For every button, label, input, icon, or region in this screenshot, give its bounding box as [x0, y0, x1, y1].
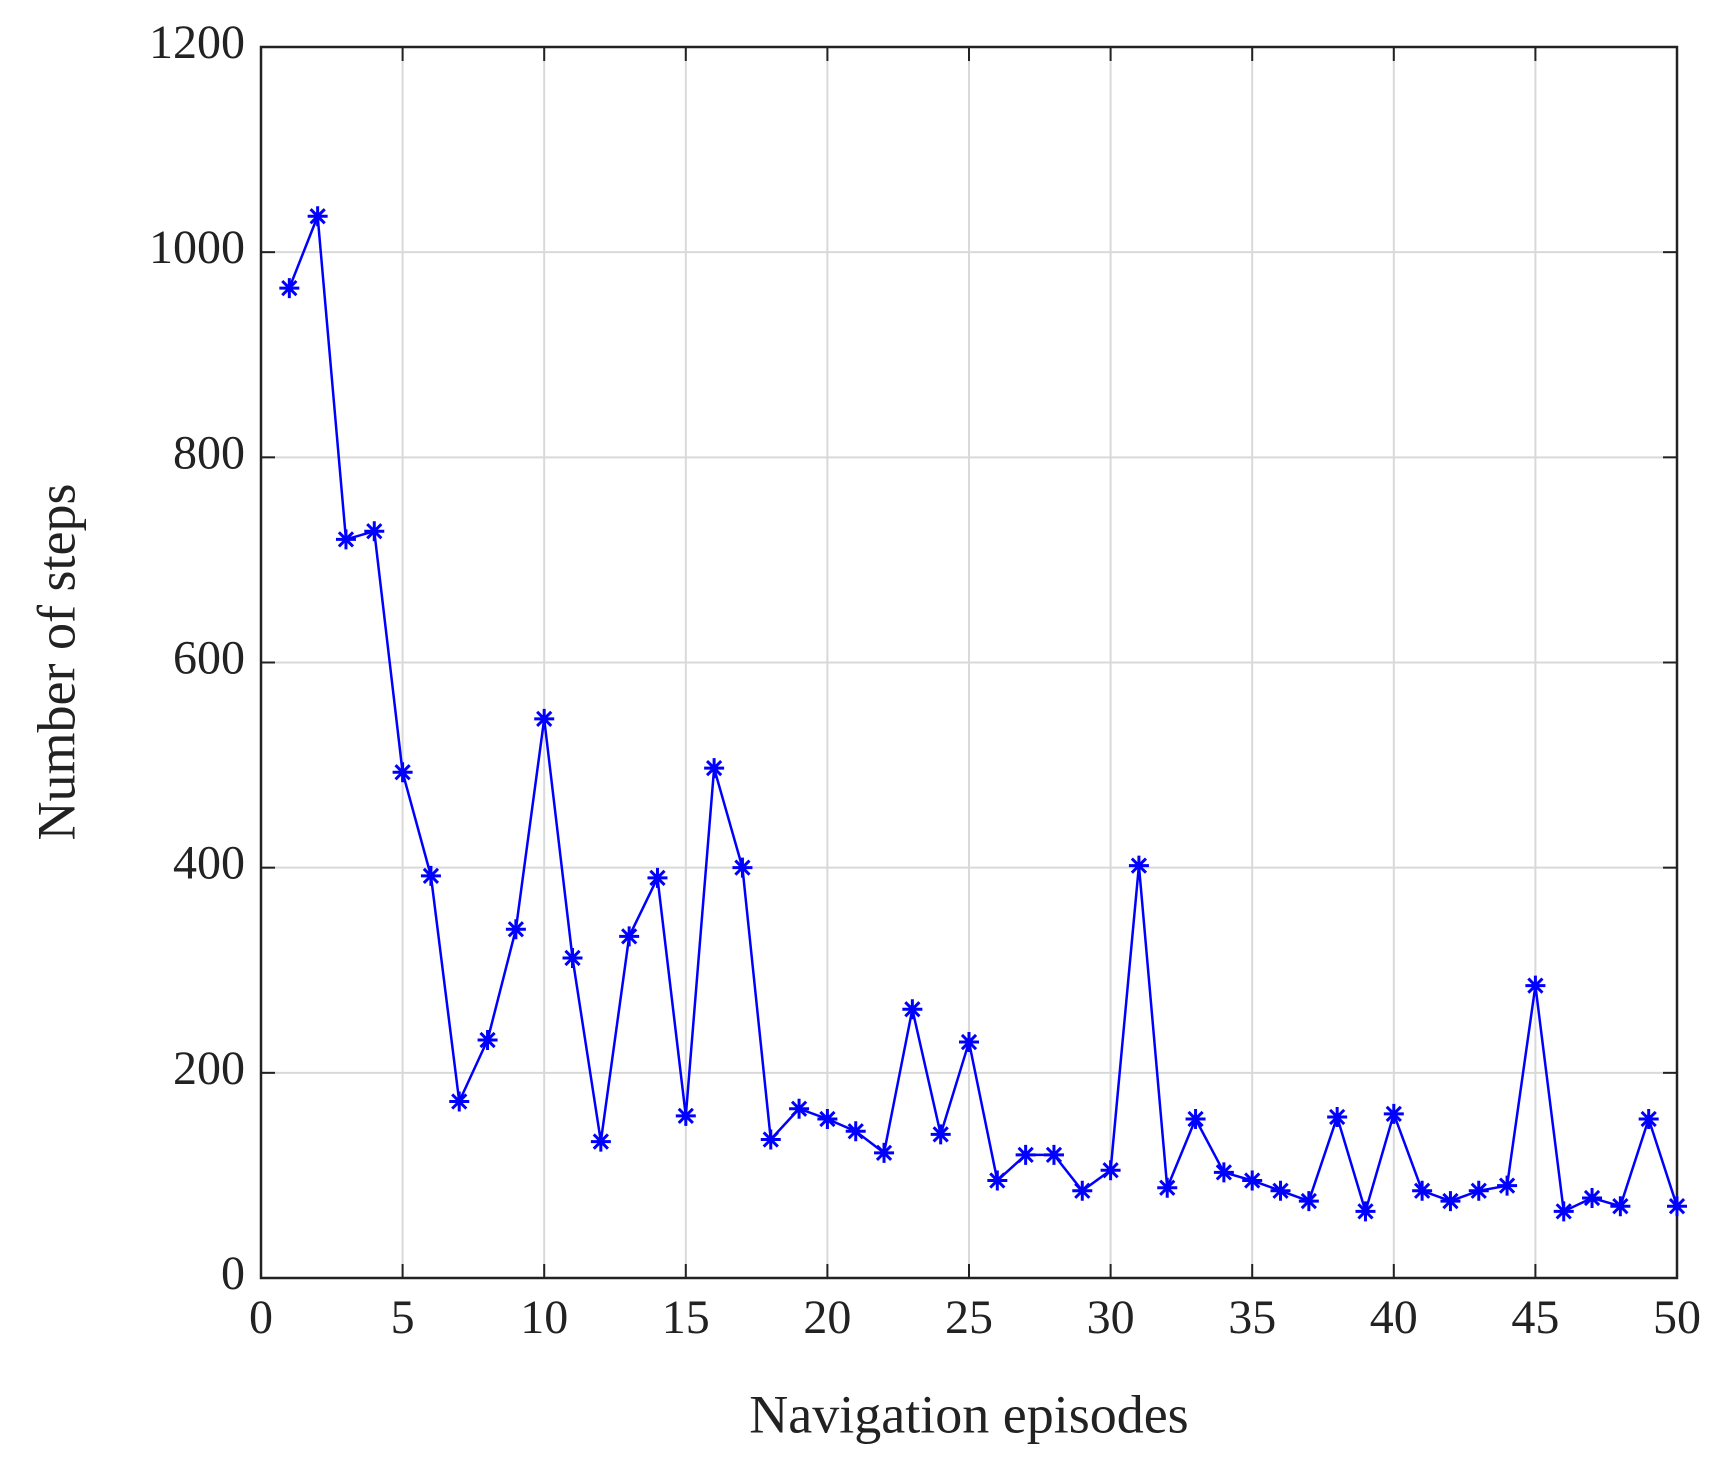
data-point	[335, 529, 356, 550]
data-point	[675, 1105, 696, 1126]
x-tick-label: 25	[945, 1291, 993, 1344]
data-point	[477, 1030, 498, 1051]
data-point	[1468, 1180, 1489, 1201]
data-point	[534, 708, 555, 729]
y-tick-label: 600	[173, 632, 245, 685]
data-point	[1525, 975, 1546, 996]
data-point	[1610, 1196, 1631, 1217]
data-point	[1270, 1180, 1291, 1201]
data-point	[817, 1109, 838, 1129]
data-point	[1553, 1201, 1574, 1222]
y-axis-label: Number of steps	[26, 484, 86, 841]
x-tick-label: 35	[1228, 1291, 1276, 1344]
x-tick-label: 0	[249, 1291, 273, 1344]
data-point	[959, 1032, 979, 1053]
x-tick-label: 20	[803, 1291, 851, 1344]
data-point	[307, 206, 328, 227]
data-point	[1355, 1201, 1376, 1222]
data-point	[1667, 1196, 1687, 1217]
data-point	[1383, 1103, 1404, 1124]
data-point	[732, 857, 753, 878]
data-point	[760, 1129, 781, 1150]
data-point	[449, 1091, 470, 1112]
data-point	[1412, 1180, 1433, 1201]
y-tick-label: 1000	[149, 221, 245, 274]
data-point	[1582, 1187, 1603, 1208]
data-point	[1043, 1144, 1064, 1165]
data-point	[392, 762, 413, 783]
data-point	[505, 919, 526, 940]
data-point	[1298, 1191, 1319, 1212]
data-point	[1128, 855, 1149, 876]
data-point	[1327, 1106, 1348, 1127]
x-tick-label: 5	[391, 1291, 415, 1344]
data-point	[1185, 1109, 1206, 1129]
y-tick-label: 400	[173, 837, 245, 890]
y-tick-label: 1200	[149, 16, 245, 69]
x-tick-label: 50	[1653, 1291, 1701, 1344]
data-point	[987, 1170, 1008, 1191]
x-tick-label: 10	[520, 1291, 568, 1344]
data-point	[590, 1131, 611, 1152]
data-point	[1100, 1160, 1121, 1181]
data-point	[902, 999, 923, 1020]
data-point	[930, 1124, 951, 1145]
data-point	[619, 926, 640, 947]
data-point	[1638, 1109, 1659, 1129]
data-point	[1015, 1144, 1036, 1165]
plot-frame	[259, 45, 1679, 1280]
data-point	[1242, 1170, 1263, 1191]
data-point	[647, 867, 668, 888]
x-tick-label: 15	[662, 1291, 710, 1344]
data-point	[874, 1142, 895, 1163]
data-point	[845, 1121, 866, 1142]
data-point	[1213, 1162, 1234, 1183]
data-line	[288, 215, 1679, 1216]
y-tick-label: 0	[221, 1247, 245, 1300]
data-point	[364, 521, 385, 542]
y-tick-label: 800	[173, 426, 245, 479]
x-tick-label: 40	[1370, 1291, 1418, 1344]
data-point	[1497, 1175, 1518, 1196]
x-tick-label: 45	[1511, 1291, 1559, 1344]
data-point	[1157, 1177, 1178, 1198]
data-point	[704, 758, 725, 779]
data-point	[562, 947, 583, 968]
y-tick-label: 200	[173, 1042, 245, 1095]
data-point	[279, 278, 300, 299]
x-axis-label: Navigation episodes	[749, 1384, 1188, 1444]
data-point	[420, 865, 441, 886]
data-point	[1440, 1191, 1461, 1212]
data-point	[789, 1098, 810, 1119]
data-point	[1072, 1180, 1093, 1201]
x-tick-label: 30	[1087, 1291, 1135, 1344]
